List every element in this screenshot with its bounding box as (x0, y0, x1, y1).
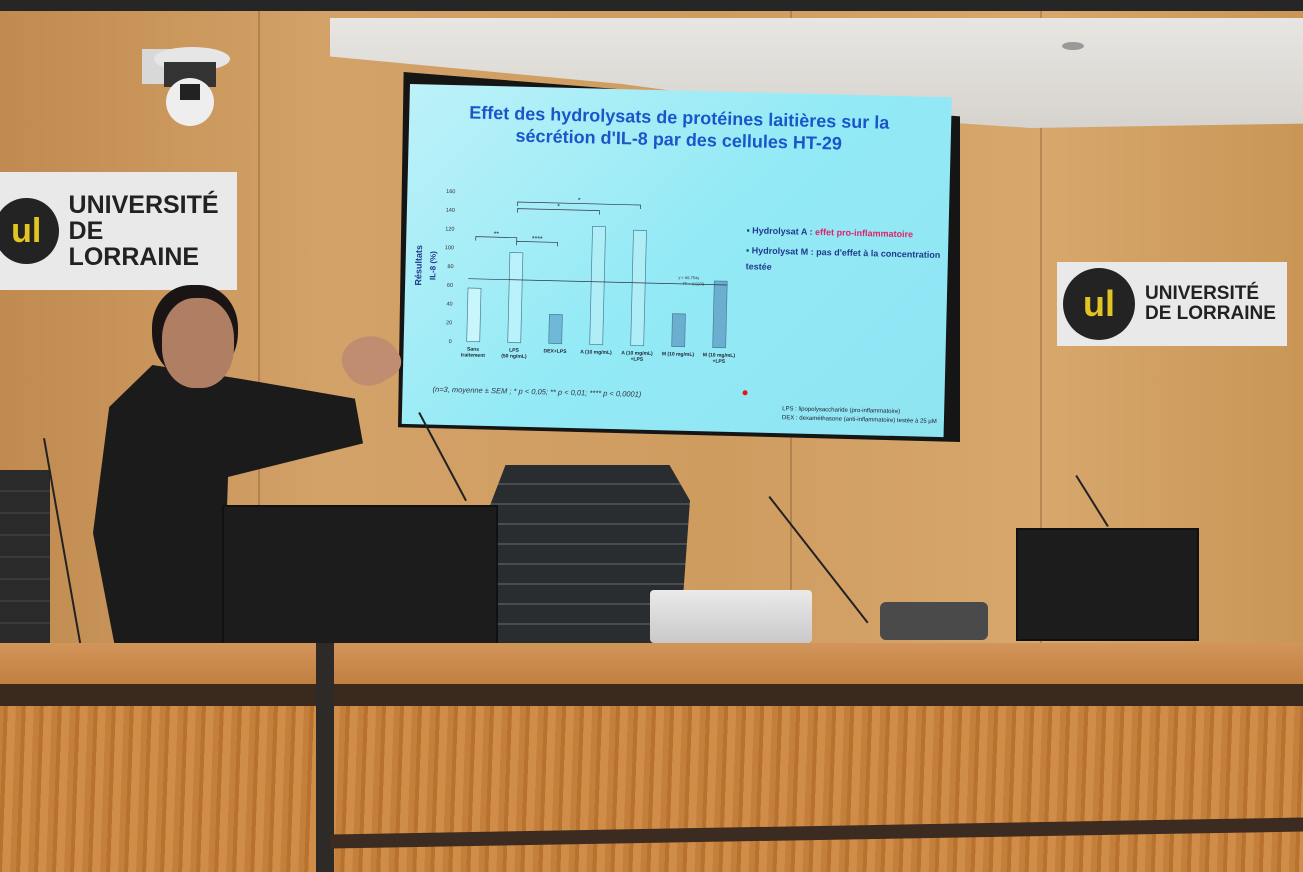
bar (671, 313, 686, 348)
trendline-r2: R² = 0,0378 (683, 281, 705, 287)
desk-gap (316, 643, 334, 872)
top-bar (0, 0, 1303, 11)
significance-bracket (516, 241, 559, 247)
bar-chart: Résultats IL-8 (%) 0 20 40 60 80 100 120 140 160 Sa… (413, 189, 736, 365)
abbreviation-legend: LPS : lipopolysaccharide (pro-inflammato… (781, 406, 937, 425)
logo-text-line1: UNIVERSITÉ (68, 190, 219, 219)
trendline-equation: y = 66,754e (678, 275, 700, 281)
logo-mark: ul (1063, 268, 1135, 340)
logo-text-line2: DE LORRAINE (68, 216, 200, 272)
y-tick-label: 120 (445, 226, 454, 232)
x-tick-label: +LPS (712, 358, 725, 364)
x-tick-label: A (10 mg/mL) (580, 349, 612, 356)
bar (466, 287, 482, 343)
significance-label: ** (494, 231, 500, 238)
security-camera-icon (142, 47, 230, 126)
y-tick-label: 40 (446, 301, 452, 307)
desk-top-edge (0, 643, 1303, 689)
statistics-note: (n=3, moyenne ± SEM ; * p < 0,05; ** p <… (432, 384, 642, 399)
significance-label: * (578, 198, 581, 205)
x-tick-label: A (10 mg/mL) (621, 350, 653, 357)
bar (507, 252, 524, 344)
bar (712, 280, 728, 349)
y-tick-label: 0 (449, 339, 452, 345)
x-tick-label: M (10 mg/mL) (662, 351, 695, 358)
laser-pointer-dot (742, 390, 748, 396)
wall-seam (258, 11, 260, 651)
bar (630, 229, 647, 347)
bullet-hydrolysat-m: ▪ Hydrolysat M : pas d'effet à la concen… (745, 245, 941, 272)
y-tick-label: 80 (447, 264, 453, 270)
y-axis-outer-label: Résultats (413, 245, 424, 286)
significance-bracket (475, 236, 518, 242)
x-tick-label: (50 ng/mL) (501, 353, 527, 360)
presenter-face (162, 298, 234, 388)
university-logo-banner: ul UNIVERSITÉ DE LORRAINE (1057, 262, 1287, 346)
bar (548, 314, 563, 345)
x-tick-label: M (10 mg/mL) (703, 352, 736, 359)
university-logo-banner: ul UNIVERSITÉ DE LORRAINE (0, 172, 237, 290)
y-tick-label: 140 (446, 208, 455, 214)
x-tick-label: LPS (509, 348, 520, 354)
desk-phone (880, 602, 988, 640)
y-tick-label: 60 (447, 283, 453, 289)
x-tick-label: traitement (461, 352, 486, 359)
y-tick-label: 20 (446, 320, 452, 326)
x-tick-label: Sans (467, 346, 479, 352)
bullet-hydrolysat-a: ▪ Hydrolysat A : effet pro-inflammatoire (746, 225, 914, 240)
significance-label: **** (532, 236, 543, 243)
significance-label: * (557, 204, 560, 211)
wall-seam (1040, 11, 1042, 651)
y-axis-label: IL-8 (%) (428, 251, 438, 280)
desk-stripe (0, 684, 1303, 706)
x-tick-label: DEX+LPS (543, 348, 567, 355)
y-tick-label: 160 (446, 189, 455, 195)
desk-monitor (1016, 528, 1199, 641)
logo-mark: ul (0, 198, 59, 264)
x-tick-label: +LPS (630, 356, 643, 362)
presentation-slide: Effet des hydrolysats de protéines laiti… (401, 84, 952, 438)
desk-monitor (222, 505, 498, 645)
laptop (650, 590, 812, 643)
chair (0, 470, 50, 645)
logo-text-line1: UNIVERSITÉ (1145, 283, 1260, 305)
logo-text-line2: DE LORRAINE (1145, 303, 1276, 324)
ceiling-light (1062, 42, 1084, 50)
slide-title: Effet des hydrolysats de protéines laiti… (469, 102, 890, 154)
y-tick-label: 100 (445, 245, 454, 251)
significance-bracket (517, 208, 600, 215)
trendline (468, 278, 728, 286)
bar (589, 226, 606, 346)
significance-bracket (517, 201, 641, 210)
